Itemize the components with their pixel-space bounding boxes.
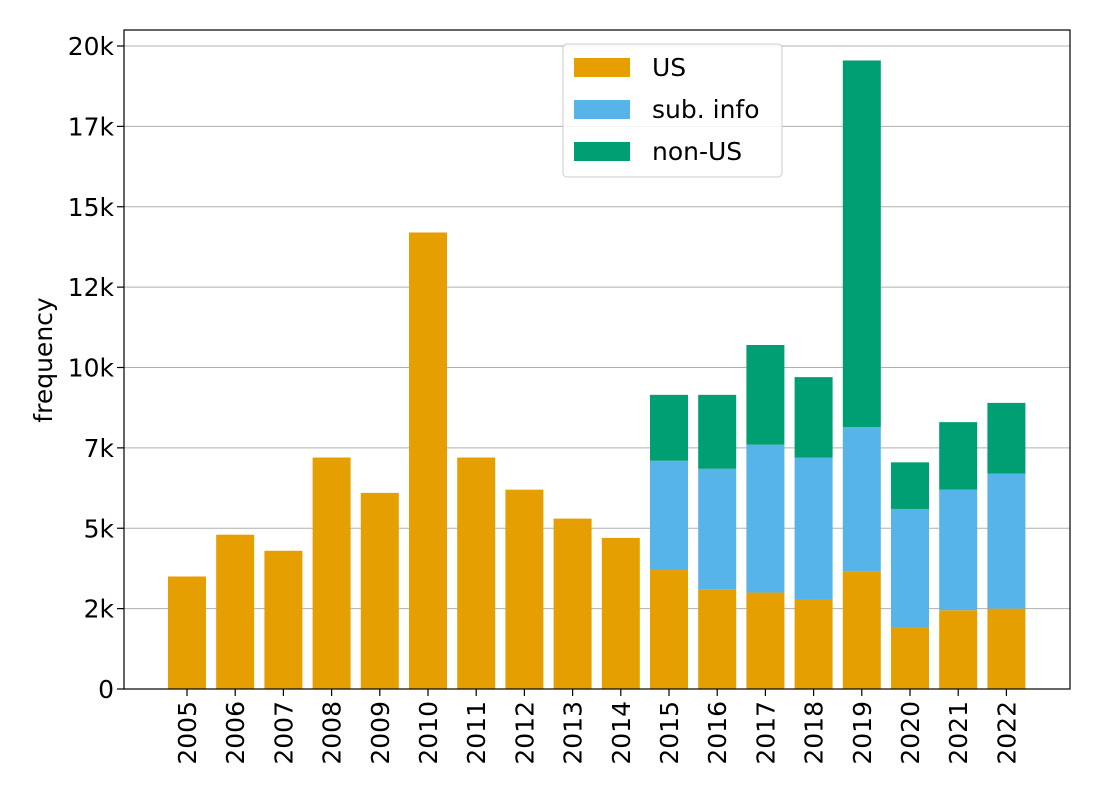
y-tick-label: 2k (84, 595, 115, 624)
y-tick-label: 20k (68, 32, 115, 61)
y-tick-label: 12k (68, 273, 115, 302)
bar-us-2010 (409, 232, 447, 689)
bar-us-2009 (360, 492, 399, 689)
bar-us-2017 (746, 592, 785, 689)
y-tick-label: 15k (68, 193, 115, 222)
bar-sub-info-2019 (842, 426, 881, 572)
bar-non-us-2019 (842, 60, 881, 427)
bar-us-2007 (264, 550, 303, 689)
y-tick-label: 7k (84, 434, 115, 463)
legend-swatch (574, 100, 630, 119)
bar-non-us-2022 (987, 402, 1026, 474)
bar-non-us-2015 (650, 394, 688, 461)
x-tick-label: 2005 (173, 701, 202, 765)
x-tick-label: 2010 (414, 701, 443, 765)
x-tick-label: 2008 (318, 701, 347, 765)
bar-us-2019 (842, 571, 881, 689)
y-axis-label: frequency (29, 297, 58, 423)
legend-label: US (652, 53, 686, 82)
bar-non-us-2020 (891, 462, 929, 509)
bar-sub-info-2017 (746, 444, 785, 593)
x-tick-label: 2018 (800, 701, 829, 765)
bar-us-2021 (939, 610, 978, 689)
y-axis: 0 2k 5k 7k 10k 12k 15k 17k 20k (68, 32, 124, 704)
x-tick-label: 2014 (607, 701, 636, 765)
bar-sub-info-2016 (698, 468, 737, 590)
bars (168, 60, 1026, 689)
bar-sub-info-2018 (794, 457, 833, 599)
bar-sub-info-2021 (939, 489, 978, 611)
bar-us-2014 (601, 537, 640, 689)
y-tick-label: 10k (68, 354, 115, 383)
x-tick-label: 2019 (848, 701, 877, 765)
legend-label: non-US (652, 137, 742, 166)
bar-us-2005 (168, 576, 206, 689)
x-tick-label: 2017 (751, 701, 780, 765)
bar-us-2015 (650, 570, 688, 689)
bar-non-us-2017 (746, 344, 785, 445)
x-axis: 2005 2006 2007 2008 2009 2010 2011 2012 2013 2014… (173, 689, 1021, 765)
bar-us-2022 (987, 608, 1026, 689)
bar-us-2011 (457, 457, 496, 689)
bar-sub-info-2015 (650, 460, 688, 571)
bar-us-2013 (553, 518, 592, 689)
legend-label: sub. info (652, 95, 760, 124)
y-tick-label: 0 (98, 675, 114, 704)
bar-us-2018 (794, 598, 833, 689)
bar-us-2020 (891, 627, 929, 689)
x-tick-label: 2009 (366, 701, 395, 765)
legend-swatch (574, 58, 630, 77)
bar-sub-info-2022 (987, 473, 1026, 609)
x-tick-label: 2020 (896, 701, 925, 765)
x-tick-label: 2022 (992, 701, 1021, 765)
x-tick-label: 2012 (510, 701, 539, 765)
bar-non-us-2021 (939, 422, 978, 490)
x-tick-label: 2006 (221, 701, 250, 765)
bar-sub-info-2020 (891, 508, 929, 628)
legend-swatch (574, 142, 630, 161)
x-tick-label: 2016 (703, 701, 732, 765)
bar-non-us-2016 (698, 394, 737, 469)
y-tick-label: 5k (84, 514, 115, 543)
x-tick-label: 2021 (944, 701, 973, 765)
bar-us-2012 (505, 489, 544, 689)
y-tick-label: 17k (68, 112, 115, 141)
bar-us-2016 (698, 589, 737, 689)
bar-us-2006 (216, 534, 255, 689)
legend: US sub. info non-US (562, 43, 783, 178)
bar-non-us-2018 (794, 377, 833, 458)
bar-us-2008 (312, 457, 351, 689)
x-tick-label: 2007 (269, 701, 298, 765)
plot-frame (123, 29, 1071, 690)
x-tick-label: 2015 (655, 701, 684, 765)
x-tick-label: 2011 (462, 701, 491, 765)
x-tick-label: 2013 (559, 701, 588, 765)
